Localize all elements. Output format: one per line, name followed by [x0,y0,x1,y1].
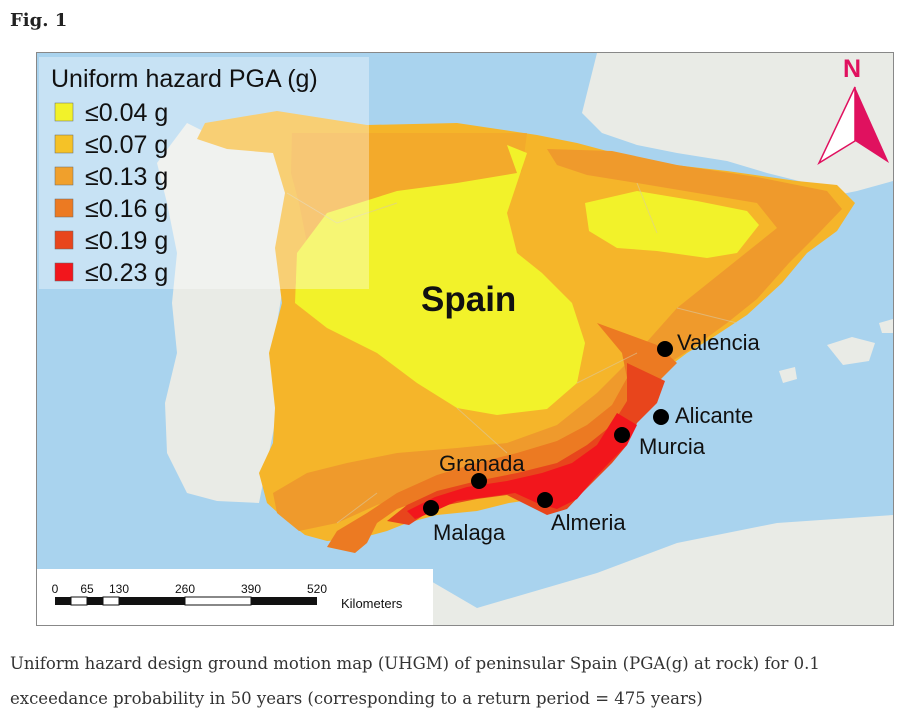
scale-tick-label: 390 [241,582,261,596]
zone-0.04-center [292,145,585,415]
city-label: Valencia [677,330,761,355]
legend-swatch [54,134,74,154]
figure-caption: Uniform hazard design ground motion map … [10,654,820,708]
legend-label: ≤0.13 g [85,163,168,191]
city-label: Almeria [551,510,626,535]
scale-tick-label: 520 [307,582,327,596]
scale-tick-label: 260 [175,582,195,596]
legend-swatch [54,102,74,122]
north-arrow-light [817,86,856,165]
north-label: N [843,55,861,83]
north-arrow-icon: N [817,55,889,165]
legend-label: ≤0.23 g [85,259,168,287]
scale-segment [70,596,88,606]
city-markers: Valencia Alicante Murcia Granada Almeria Mala… [423,330,761,545]
land-mallorca [827,337,875,365]
scale-tick-label: 130 [109,582,129,596]
legend-background [39,57,369,289]
city-dot [537,492,553,508]
land-ibiza [779,367,797,383]
legend-swatch [54,262,74,282]
city-dot [657,341,673,357]
scale-segment [119,597,185,605]
legend-label: ≤0.04 g [85,99,168,127]
legend-swatch [54,230,74,250]
scale-segment [55,597,71,605]
zone-0.04-west [291,133,527,303]
city-label: Murcia [639,434,706,459]
scale-bar-ticks: 0 65 130 260 390 520 [52,582,328,596]
legend-label: ≤0.16 g [85,195,168,223]
city-dot [423,500,439,516]
land-portugal [157,123,287,503]
zone-0.23 [407,413,637,519]
scale-unit: Kilometers [341,596,403,611]
city-dot [653,409,669,425]
scale-segment [87,597,103,605]
city-dot [471,473,487,489]
legend-label: ≤0.07 g [85,131,168,159]
country-label: Spain [421,280,516,319]
north-arrow-dark [855,87,889,163]
figure-label: Fig. 1 [10,10,68,31]
scale-segment [184,596,252,606]
scale-segment [102,596,120,606]
zone-0.04-east [585,191,759,258]
city-label: Malaga [433,520,506,545]
legend-title: Uniform hazard PGA (g) [51,65,318,93]
city-dot [614,427,630,443]
zone-0.16 [327,323,677,553]
legend-swatch [54,166,74,186]
land-france [582,53,893,195]
city-label: Alicante [675,403,753,428]
legend-label: ≤0.19 g [85,227,168,255]
legend-swatch [54,198,74,218]
legend-items: ≤0.04 g ≤0.07 g ≤0.13 g ≤0.16 g ≤0.19 g ≤0.23… [54,99,168,287]
land-menorca [879,319,893,333]
city-label: Granada [439,451,525,476]
scale-bar: 0 65 130 260 390 520 Kilometers [37,569,433,625]
scale-tick-label: 0 [52,582,59,596]
border-lines [286,182,738,524]
legend: Uniform hazard PGA (g) ≤0.04 g≤0.07 g≤0.… [39,57,369,289]
scale-tick-label: 65 [80,582,94,596]
hazard-map: Uniform hazard PGA (g) ≤0.04 g ≤0.07 g ≤0.… [36,52,894,626]
scale-segment [251,597,317,605]
